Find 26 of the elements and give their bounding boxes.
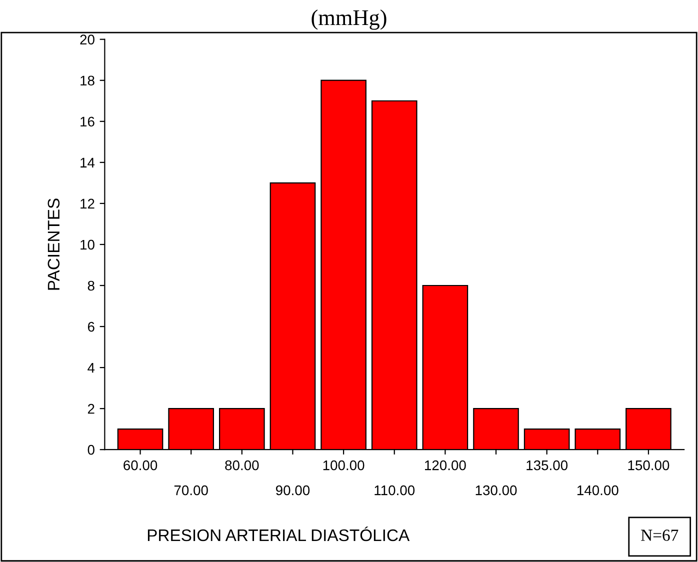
x-axis-title: PRESION ARTERIAL DIASTÓLICA xyxy=(148,526,410,542)
y-tick-label: 20 xyxy=(80,34,94,45)
x-tick-label: 80.00 xyxy=(225,460,259,470)
y-tick-label: 18 xyxy=(80,76,94,86)
x-tick-label: 120.00 xyxy=(425,460,466,470)
y-axis-title: PACIENTES xyxy=(48,198,60,290)
y-tick-label: 6 xyxy=(88,322,94,332)
y-tick-label: 0 xyxy=(88,444,94,455)
x-tick-label: 70.00 xyxy=(174,485,208,496)
y-tick-label: 14 xyxy=(80,158,95,168)
text: N=67 xyxy=(641,530,678,541)
x-tick-label: 60.00 xyxy=(124,460,158,470)
chart-title: (mmHg) xyxy=(312,10,386,30)
x-tick-label: 150.00 xyxy=(628,460,670,470)
x-tick-label: 110.00 xyxy=(374,485,415,496)
x-tick-label: 130.00 xyxy=(476,485,517,496)
y-tick-label: 12 xyxy=(80,198,94,208)
y-tick-label: 8 xyxy=(88,280,94,291)
y-tick-label: 10 xyxy=(80,240,94,250)
x-tick-label: 135.00 xyxy=(526,460,568,470)
y-tick-label: 2 xyxy=(88,404,94,414)
x-tick-label: 100.00 xyxy=(323,460,364,470)
y-tick-label: 16 xyxy=(80,116,94,127)
y-tick-label: 4 xyxy=(88,363,95,373)
x-tick-label: 90.00 xyxy=(276,485,310,496)
x-tick-label: 140.00 xyxy=(577,485,618,496)
